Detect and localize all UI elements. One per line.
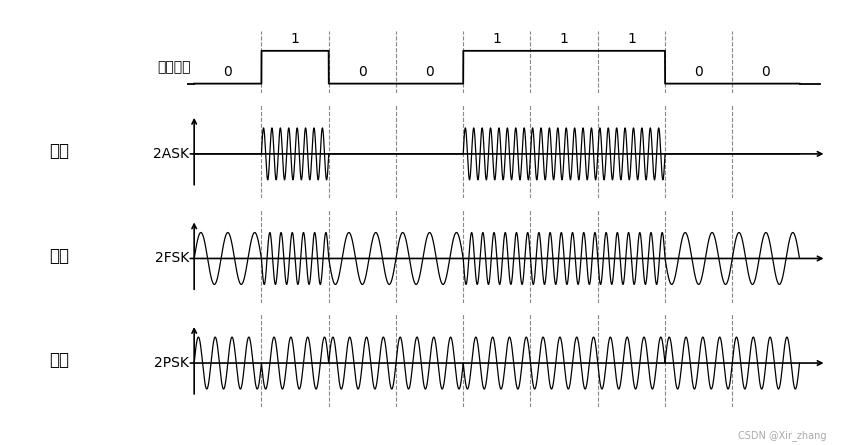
Text: CSDN @Xir_zhang: CSDN @Xir_zhang bbox=[738, 429, 826, 441]
Text: 调幅: 调幅 bbox=[49, 142, 70, 160]
Text: 1: 1 bbox=[627, 32, 636, 46]
Text: 调频: 调频 bbox=[49, 247, 70, 265]
Text: 调相: 调相 bbox=[49, 352, 70, 369]
Text: 0: 0 bbox=[358, 65, 366, 79]
Text: 基带信号: 基带信号 bbox=[158, 60, 191, 74]
Text: 1: 1 bbox=[291, 32, 300, 46]
Text: 2PSK: 2PSK bbox=[154, 356, 189, 370]
Text: 0: 0 bbox=[425, 65, 434, 79]
Text: 0: 0 bbox=[762, 65, 770, 79]
Text: 1: 1 bbox=[492, 32, 501, 46]
Text: 0: 0 bbox=[223, 65, 233, 79]
Text: 0: 0 bbox=[694, 65, 703, 79]
Text: 2ASK: 2ASK bbox=[153, 147, 189, 161]
Text: 1: 1 bbox=[560, 32, 568, 46]
Text: 2FSK: 2FSK bbox=[154, 251, 189, 266]
